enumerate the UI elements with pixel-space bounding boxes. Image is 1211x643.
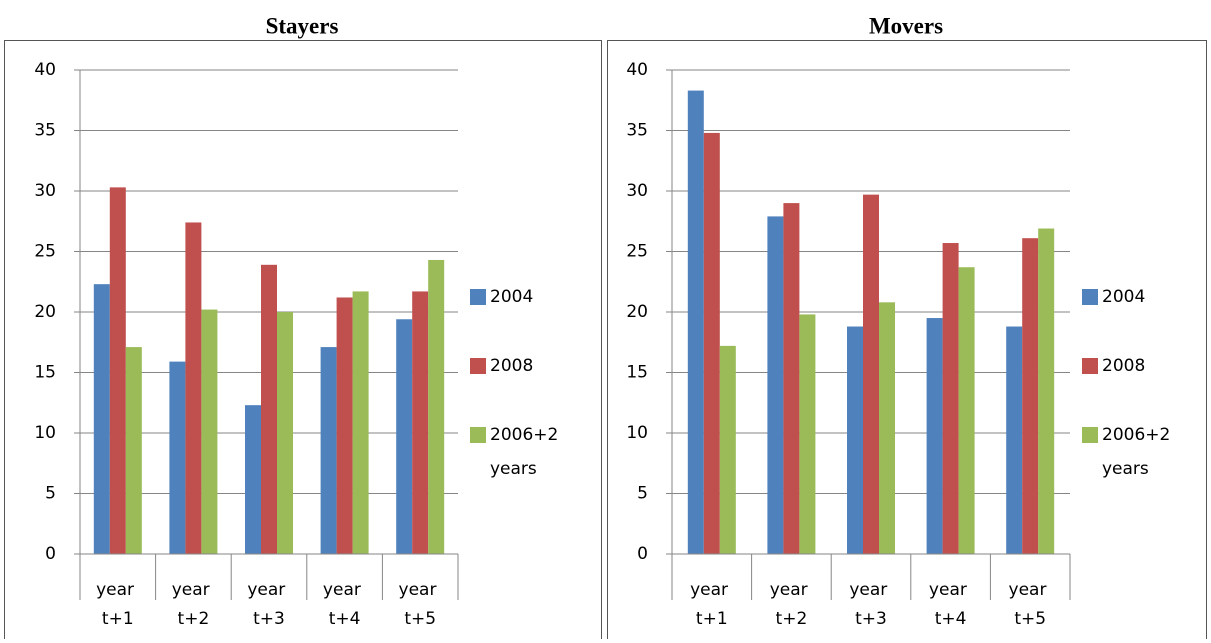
x-tick-label: year t+1 [96, 580, 139, 629]
bar [109, 187, 126, 554]
bar [942, 243, 959, 554]
chart-title: Movers [869, 13, 943, 38]
x-tick-label: year t+1 [690, 580, 733, 629]
y-tick-label: 5 [45, 484, 56, 504]
bar [847, 326, 863, 554]
x-tick-label: year t+3 [247, 580, 290, 629]
bar [879, 302, 895, 554]
x-tick-label: year t+4 [929, 580, 972, 629]
y-tick-label: 25 [34, 242, 56, 262]
y-tick-label: 10 [626, 423, 648, 443]
y-tick-label: 30 [34, 181, 56, 201]
legend-swatch [1082, 358, 1098, 374]
legend-label: 2008 [490, 356, 533, 376]
bar [261, 264, 277, 554]
y-tick-label: 30 [626, 181, 648, 201]
legend-swatch [470, 358, 486, 374]
bar [277, 312, 293, 554]
chart-title: Stayers [266, 13, 339, 38]
y-tick-label: 0 [637, 544, 648, 564]
bar [336, 297, 353, 554]
legend-swatch [1082, 427, 1098, 443]
bar [169, 361, 186, 554]
bar [125, 347, 142, 554]
y-tick-label: 15 [626, 363, 648, 383]
legend-swatch [470, 289, 486, 305]
y-tick-label: 0 [45, 544, 56, 564]
y-tick-label: 20 [34, 302, 56, 322]
bar [185, 222, 202, 554]
bar [767, 216, 784, 554]
x-tick-label: year t+5 [399, 580, 442, 629]
y-tick-label: 15 [34, 363, 56, 383]
y-tick-label: 35 [34, 121, 56, 141]
bar [320, 347, 337, 554]
y-tick-label: 20 [626, 302, 648, 322]
y-tick-label: 25 [626, 242, 648, 262]
bar [412, 291, 429, 554]
bar [1038, 228, 1055, 554]
legend-label: 2004 [1102, 287, 1145, 307]
bar [1022, 238, 1039, 554]
bar [687, 90, 704, 554]
x-tick-label: year t+2 [770, 580, 813, 629]
bar [863, 194, 879, 554]
y-tick-label: 40 [34, 60, 56, 80]
bar [201, 309, 218, 554]
bar [93, 284, 110, 554]
bar [352, 291, 369, 554]
legend-label: 2006+2 years [1102, 425, 1176, 479]
bar [396, 319, 413, 554]
bar [428, 259, 445, 554]
bar [245, 405, 261, 554]
legend-swatch [470, 427, 486, 443]
legend-swatch [1082, 289, 1098, 305]
bar [783, 203, 800, 554]
legend-label: 2004 [490, 287, 533, 307]
bar [1006, 326, 1023, 554]
y-tick-label: 5 [637, 484, 648, 504]
x-tick-label: year t+3 [849, 580, 892, 629]
x-tick-label: year t+2 [172, 580, 215, 629]
bar [719, 345, 736, 554]
legend-label: 2008 [1102, 356, 1145, 376]
x-tick-label: year t+4 [323, 580, 366, 629]
y-tick-label: 40 [626, 60, 648, 80]
bar [703, 132, 720, 555]
y-tick-label: 10 [34, 423, 56, 443]
bar [958, 267, 975, 554]
bar [799, 314, 816, 554]
x-tick-label: year t+5 [1009, 580, 1052, 629]
legend-label: 2006+2 years [490, 425, 564, 479]
bar [926, 318, 943, 554]
y-tick-label: 35 [626, 121, 648, 141]
